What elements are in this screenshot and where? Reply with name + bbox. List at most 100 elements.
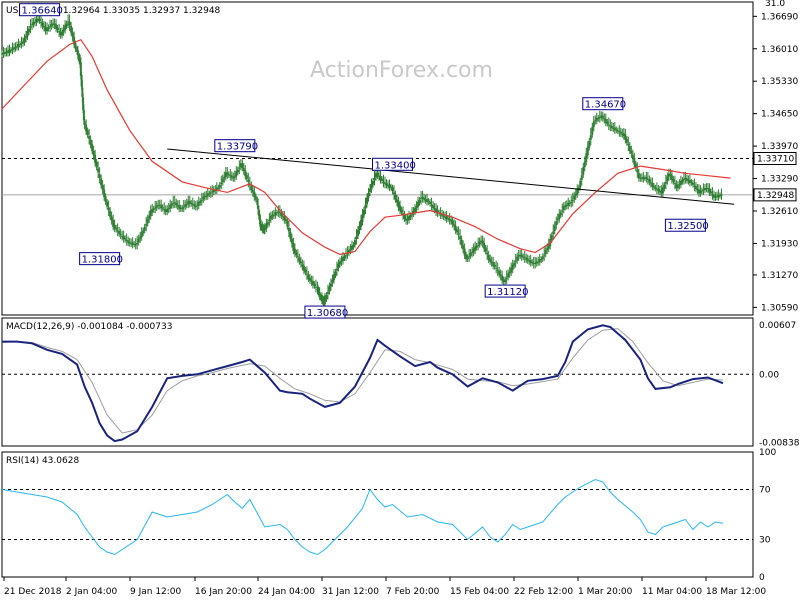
candle-body (436, 210, 439, 214)
candle-body (637, 172, 640, 179)
x-tick-label: 1 Mar 20:00 (578, 587, 633, 597)
candle-body (359, 220, 362, 227)
candle-body (32, 22, 35, 25)
candle-body (82, 109, 85, 121)
candle-body (465, 254, 468, 260)
candle-body (10, 49, 13, 51)
candle-body (681, 179, 684, 182)
candle-body (484, 247, 487, 252)
candle-body (588, 140, 591, 148)
candle-body (172, 202, 175, 204)
candle-body (361, 214, 364, 223)
rsi-line (1, 478, 724, 556)
candle-body (368, 189, 371, 192)
price-callout-box (214, 139, 256, 153)
candle-body (420, 198, 423, 200)
candle-body (367, 192, 370, 198)
candle-body (450, 219, 453, 222)
candle-body (8, 49, 11, 53)
candle-body (214, 189, 217, 191)
candle-body (459, 236, 462, 240)
candle-body (325, 295, 328, 300)
candle-body (155, 205, 158, 208)
price-y-tick-label: 1.33970 (761, 142, 798, 152)
candle-body (23, 38, 26, 43)
candle-body (239, 163, 242, 168)
candle-body (435, 208, 438, 213)
candle-body (73, 36, 76, 45)
candle-body (373, 178, 376, 180)
candle-body (415, 206, 418, 209)
candle-body (474, 246, 477, 251)
candle-body (535, 261, 538, 264)
candle-body (191, 203, 194, 205)
candle-body (712, 194, 715, 198)
price-callout-box (79, 252, 121, 266)
candle-body (667, 173, 670, 177)
candle-body (50, 23, 53, 27)
candle-body (697, 189, 700, 194)
candle-body (388, 184, 391, 188)
candle-body (340, 260, 343, 262)
candle-body (316, 288, 319, 290)
candle-body (314, 286, 317, 288)
candle-body (402, 213, 405, 215)
candle-body (379, 176, 382, 181)
candle-body (463, 248, 466, 256)
candle-body (205, 195, 208, 197)
candle-body (271, 214, 274, 217)
candle-body (46, 27, 49, 32)
candle-body (597, 117, 600, 119)
candle-body (97, 168, 100, 173)
candle-body (202, 196, 205, 200)
candle-body (664, 181, 667, 184)
candle-body (262, 228, 265, 231)
candle-body (122, 235, 125, 240)
candle-body (128, 241, 131, 244)
candle-body (145, 223, 148, 226)
candle-body (378, 175, 381, 177)
candle-body (430, 204, 433, 206)
candle-body (702, 189, 705, 191)
candle-body (251, 190, 254, 193)
candle-body (163, 209, 166, 211)
candle-body (134, 243, 137, 246)
candle-body (320, 298, 323, 300)
candle-body (241, 163, 244, 169)
candle-body (277, 211, 280, 213)
candle-body (38, 18, 41, 21)
candle-body (101, 185, 104, 190)
candle-body (16, 46, 19, 48)
candle-body (576, 189, 579, 195)
candle-body (242, 168, 245, 171)
candle-body (365, 197, 368, 205)
candle-body (107, 207, 110, 211)
candle-body (188, 200, 191, 204)
candle-body (289, 231, 292, 239)
rsi-y-tick-label: 100 (759, 448, 776, 458)
candle-body (370, 183, 373, 190)
candle-body (290, 238, 293, 244)
candle-body (487, 254, 490, 260)
candle-body (658, 190, 661, 192)
candle-body (495, 267, 498, 269)
candle-body (615, 129, 618, 131)
candle-body (88, 136, 91, 139)
candle-body (376, 172, 379, 176)
candle-body (148, 215, 151, 219)
candle-body (651, 182, 654, 187)
candle-body (606, 121, 609, 124)
candle-body (100, 178, 103, 186)
candle-body (499, 274, 502, 277)
candle-body (555, 221, 558, 226)
candle-body (328, 286, 331, 292)
candle-body (92, 150, 95, 156)
candle-body (151, 209, 154, 213)
candle-body (259, 219, 262, 227)
candle-body (663, 184, 666, 189)
candle-body (287, 227, 290, 232)
candle-body (95, 161, 98, 168)
candle-body (525, 257, 528, 260)
candle-body (696, 189, 699, 191)
rsi-y-tick-label: 30 (759, 536, 771, 546)
